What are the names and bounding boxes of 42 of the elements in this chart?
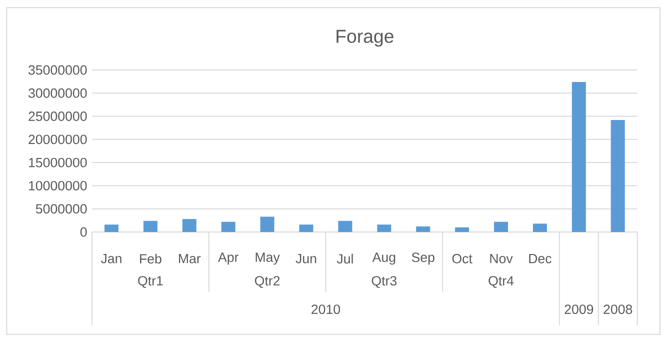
x-tick-label: Jan bbox=[100, 254, 122, 264]
bar bbox=[416, 226, 430, 232]
x-tick-label: Apr bbox=[218, 252, 238, 265]
text: Qtr4 bbox=[488, 276, 514, 288]
text: Qtr3 bbox=[372, 276, 397, 288]
x-tick-label: May bbox=[256, 252, 280, 265]
bar bbox=[104, 224, 118, 232]
x-tick-label: Mar bbox=[178, 254, 201, 264]
x-tick-label: Jul bbox=[336, 254, 353, 264]
y-tick-label: 0 bbox=[80, 227, 87, 237]
bar bbox=[299, 224, 314, 232]
x-tick-label: Jun bbox=[296, 254, 316, 264]
y-tick-label: 35000000 bbox=[28, 65, 87, 75]
x-tick-label: Feb bbox=[140, 254, 162, 264]
y-tick-label: 5000000 bbox=[36, 204, 87, 214]
y-tick-label: 10000000 bbox=[29, 180, 87, 190]
x-tick-label: Oct bbox=[452, 254, 472, 264]
bar bbox=[143, 220, 158, 232]
y-tick-label: 20000000 bbox=[28, 134, 87, 144]
x-tick-label: Dec bbox=[529, 254, 552, 264]
bar bbox=[532, 224, 547, 232]
x-tick-label: Sep bbox=[412, 252, 434, 265]
bar bbox=[455, 227, 470, 232]
text: Qtr1 bbox=[138, 276, 163, 288]
chart-title: Forage bbox=[336, 30, 394, 47]
bar bbox=[338, 220, 352, 232]
text: Qtr2 bbox=[254, 276, 280, 288]
bar bbox=[610, 120, 625, 232]
text: 2008 bbox=[604, 304, 632, 314]
text: 2010 bbox=[312, 304, 340, 314]
y-tick-label: 15000000 bbox=[29, 158, 87, 168]
bar bbox=[494, 222, 508, 232]
bar bbox=[260, 216, 274, 232]
text: 2009 bbox=[564, 304, 594, 314]
y-tick-label: 25000000 bbox=[28, 112, 87, 121]
bar bbox=[377, 224, 392, 232]
bar bbox=[572, 82, 586, 232]
bar bbox=[221, 222, 236, 232]
bar bbox=[182, 219, 196, 232]
x-tick-label: Aug bbox=[372, 252, 396, 265]
x-tick-label: Nov bbox=[490, 254, 513, 264]
y-tick-label: 30000000 bbox=[28, 88, 87, 98]
